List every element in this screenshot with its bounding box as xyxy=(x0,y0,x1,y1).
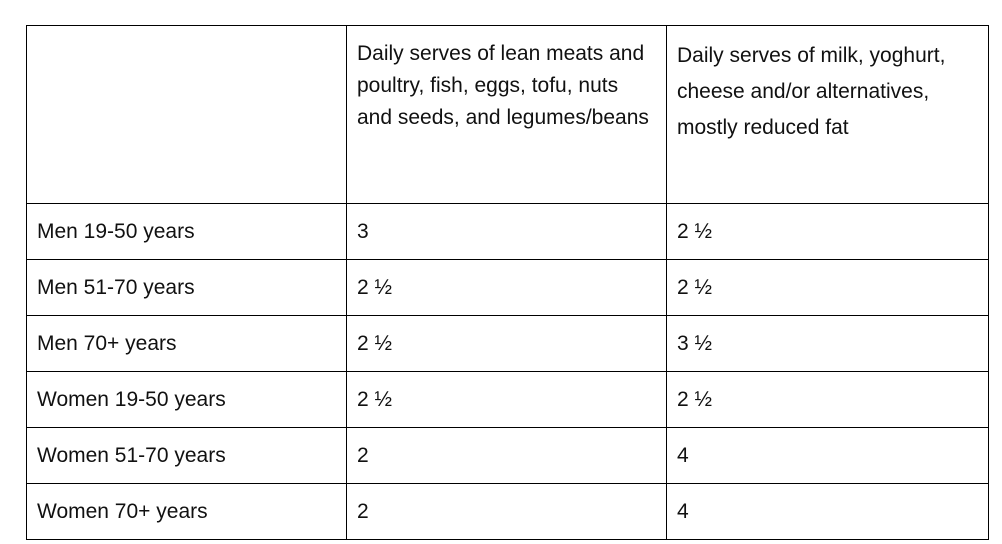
table-row: Women 70+ years 2 4 xyxy=(26,483,989,540)
dairy-serves-cell: 2 ½ xyxy=(666,259,989,316)
table-row: Men 19-50 years 3 2 ½ xyxy=(26,203,989,260)
dairy-serves-cell: 4 xyxy=(666,427,989,484)
row-label: Women 51-70 years xyxy=(26,427,347,484)
table-row: Men 51-70 years 2 ½ 2 ½ xyxy=(26,259,989,316)
header-cell-meats: Daily serves of lean meats and poultry, … xyxy=(346,25,667,204)
header-cell-empty xyxy=(26,25,347,204)
row-label: Women 70+ years xyxy=(26,483,347,540)
row-label: Men 70+ years xyxy=(26,315,347,372)
header-cell-dairy: Daily serves of milk, yoghurt, cheese an… xyxy=(666,25,989,204)
meats-serves-cell: 2 ½ xyxy=(346,371,667,428)
dairy-serves-cell: 3 ½ xyxy=(666,315,989,372)
row-label: Men 51-70 years xyxy=(26,259,347,316)
meats-serves-cell: 2 ½ xyxy=(346,259,667,316)
meats-serves-cell: 2 xyxy=(346,427,667,484)
dairy-serves-cell: 4 xyxy=(666,483,989,540)
daily-serves-table: Daily serves of lean meats and poultry, … xyxy=(26,25,989,540)
meats-serves-cell: 2 xyxy=(346,483,667,540)
meats-serves-cell: 3 xyxy=(346,203,667,260)
meats-serves-cell: 2 ½ xyxy=(346,315,667,372)
row-label: Women 19-50 years xyxy=(26,371,347,428)
dairy-serves-cell: 2 ½ xyxy=(666,371,989,428)
table-row: Women 51-70 years 2 4 xyxy=(26,427,989,484)
table-row: Women 19-50 years 2 ½ 2 ½ xyxy=(26,371,989,428)
dairy-serves-cell: 2 ½ xyxy=(666,203,989,260)
row-label: Men 19-50 years xyxy=(26,203,347,260)
table-row: Men 70+ years 2 ½ 3 ½ xyxy=(26,315,989,372)
table-header-row: Daily serves of lean meats and poultry, … xyxy=(26,25,989,204)
